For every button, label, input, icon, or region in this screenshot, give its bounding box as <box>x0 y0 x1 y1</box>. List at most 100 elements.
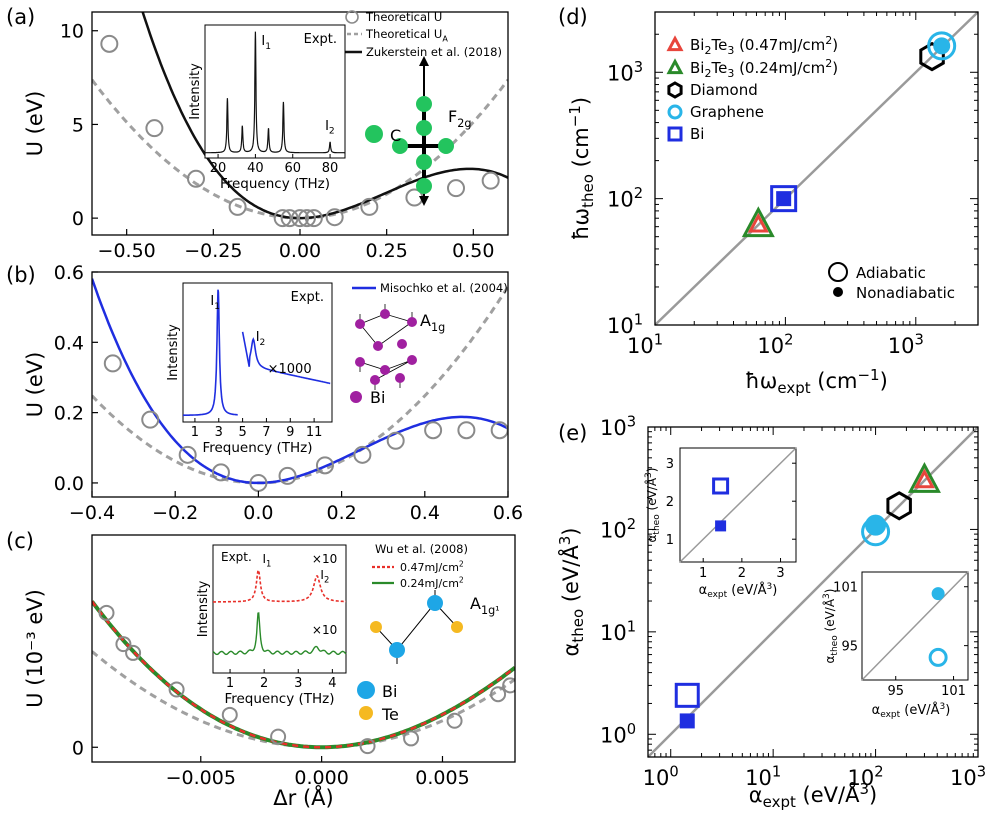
inset-x-tick-label: 3 <box>294 676 302 691</box>
inset-frame <box>182 282 333 423</box>
inset-y-label: Intensity <box>196 580 211 637</box>
data-point-circle <box>291 209 309 228</box>
atom-bi <box>407 317 417 327</box>
data-point-circle <box>249 473 268 492</box>
inset-x-tick-label: 5 <box>238 425 246 440</box>
atom-bi <box>407 355 417 365</box>
y-tick-label: 0.0 <box>54 473 84 495</box>
inset-spectrum-green <box>212 612 347 656</box>
legend-b: Misochko et al. (2004) <box>352 281 508 295</box>
legend-entry-adiabatic: Adiabatic <box>856 264 926 282</box>
legend-c: Wu et al. (2008) 0.47mJ/cm2 0.24mJ/cm2 <box>372 542 468 590</box>
atom-legend-bi <box>357 681 375 699</box>
legend-entry-misochko: Misochko et al. (2004) <box>380 281 508 295</box>
inset-spectrum-1 <box>183 289 238 417</box>
x-tick-label: −0.005 <box>166 767 236 789</box>
data-point-circle <box>98 604 115 621</box>
x-tick-label: −0.2 <box>152 502 198 524</box>
series-ua-dashed <box>92 285 508 485</box>
mode-label-a1g1: A1g¹ <box>470 594 500 617</box>
data-point-circle <box>273 209 292 228</box>
y-tick-label: 0.2 <box>54 403 84 425</box>
atom-c <box>438 138 454 154</box>
x-tick-label: 0.25 <box>366 240 408 262</box>
y-tick-label: 103 <box>607 59 643 85</box>
legend-entry-bi2te3-024: Bi2Te3 (0.24mJ/cm2) <box>690 57 838 80</box>
data-point-circle <box>359 738 376 755</box>
axes-frame <box>91 534 516 763</box>
crystal-bi: Bi A1g <box>350 304 445 407</box>
panel-a: −0.50 −0.25 0.00 0.25 0.50 0 5 10 U (eV) <box>23 11 509 262</box>
inset-e-graphene: 95 95 101 101 αexpt (eV/Å3) αtheo (eV/Å3) <box>822 571 969 720</box>
peak-label-i2: I2 <box>325 119 335 137</box>
atom-bi <box>355 357 365 367</box>
inset-x-tick-label: 95 <box>887 684 904 699</box>
atom-bi <box>427 595 443 611</box>
inset-x-tick-label: 4 <box>328 676 336 691</box>
inset-y-label: αtheo (eV/Å3) <box>644 468 662 543</box>
legend-entry-bi2te3-047: Bi2Te3 (0.47mJ/cm2) <box>690 34 838 57</box>
inset-expt-label: Expt. <box>221 550 252 564</box>
data-point-circle <box>353 445 372 464</box>
marker-bi2te3-047 <box>913 468 935 489</box>
legend-marker-bi2te3-047 <box>666 35 684 52</box>
inset-x-tick-label: 3 <box>215 425 223 440</box>
data-point-circle <box>221 706 238 723</box>
x-tick-label: 0.6 <box>493 502 523 524</box>
data-point-circle <box>447 179 465 198</box>
marker-bi-nonadiabatic <box>776 191 792 207</box>
panel-label-d: (d) <box>558 5 588 29</box>
data-point-circle <box>360 197 379 216</box>
inset-expt-label: Expt. <box>291 290 324 305</box>
x-tick-label: 103 <box>888 332 924 358</box>
y-tick-label: 100 <box>600 721 636 747</box>
data-point-circle <box>457 421 476 440</box>
y-tick-label: 5 <box>72 114 84 136</box>
inset-identity-line <box>679 447 797 563</box>
atom-bi <box>389 642 405 658</box>
x-tick-label: 0.000 <box>294 767 348 789</box>
inset-x-label: αexpt (eV/Å3) <box>872 702 951 720</box>
crystal-diamond: C F2g <box>365 56 471 206</box>
x-tick-label: −0.50 <box>98 240 156 262</box>
data-point-circle <box>103 354 122 373</box>
plot-area <box>92 278 508 492</box>
y-tick-label: 0.4 <box>54 332 84 354</box>
axes-frame <box>647 426 979 758</box>
legend-marker-bi <box>667 126 683 142</box>
atom-bi <box>397 339 407 349</box>
data-point-circle <box>386 431 405 450</box>
atom-te <box>451 621 463 633</box>
x-tick-label: 0.0 <box>243 502 273 524</box>
inset-x-label: Frequency (THz) <box>224 691 334 707</box>
data-point-circle <box>168 681 185 698</box>
x-tick-label: 0.005 <box>415 767 469 789</box>
y-axis-label: αtheo (eV/Å3) <box>556 528 587 657</box>
inset-x-tick-label: 80 <box>322 161 339 176</box>
marker-bi-nonadiabatic <box>679 713 695 729</box>
inset-y-label: Intensity <box>188 63 203 120</box>
data-point-circle <box>280 209 299 228</box>
marker-diamond <box>886 491 912 521</box>
inset-expt-label: Expt. <box>304 32 337 47</box>
legend-entry-bi: Bi <box>690 125 704 143</box>
y-tick-label: 102 <box>607 185 643 211</box>
y-axis-label: ħωtheo (cm−1) <box>566 97 597 240</box>
y-tick-label: 103 <box>600 414 636 440</box>
inset-x-tick-label: 9 <box>286 425 294 440</box>
marker-bi-adiabatic <box>674 682 700 708</box>
data-point-circle <box>228 197 247 216</box>
peak-label-i1: I1 <box>262 552 271 569</box>
data-point-circle <box>315 456 334 475</box>
x-tick-label: 0.00 <box>279 240 321 262</box>
inset-x-tick-label: 40 <box>247 161 264 176</box>
atom-legend-label: Bi <box>370 388 385 407</box>
data-point-circle <box>125 644 142 661</box>
inset-y-tick-label: 1 <box>666 533 674 548</box>
data-point-circle <box>178 445 197 464</box>
x-tick-label: 0.50 <box>452 240 494 262</box>
data-point-circle <box>115 636 132 653</box>
series-fit-red <box>92 600 515 749</box>
